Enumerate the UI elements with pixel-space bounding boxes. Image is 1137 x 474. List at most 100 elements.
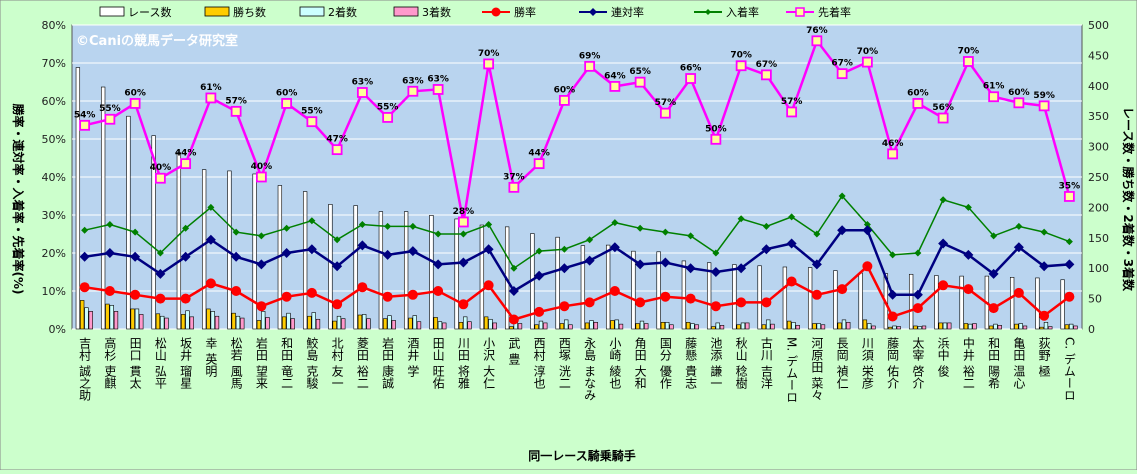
point-label: 47% [326, 135, 348, 145]
bar-1 [963, 323, 969, 330]
marker-rentai [811, 259, 822, 270]
bar-3 [265, 317, 270, 330]
marker-rentai [483, 244, 494, 255]
marker-win [837, 284, 848, 295]
marker-rentai [104, 248, 115, 258]
bar-1 [1014, 323, 1019, 330]
marker-nyuchaku [131, 228, 139, 236]
marker-win [887, 311, 898, 322]
legend-marker [491, 7, 501, 17]
left-tick-label: 0% [49, 323, 66, 336]
bar-0 [302, 191, 308, 330]
bar-3 [669, 324, 674, 330]
marker-nyuchaku [863, 221, 871, 228]
point-label: 55% [301, 107, 323, 117]
marker-nyuchaku [914, 249, 922, 257]
x-category-label: 西村 淳也 [532, 337, 546, 389]
marker-win [130, 289, 141, 300]
legend-marker [589, 8, 597, 16]
marker-win [483, 280, 494, 291]
bar-1 [736, 324, 741, 330]
marker-win [938, 280, 949, 291]
x-category-label: 北村 友一 [330, 337, 344, 389]
point-label: 35% [1059, 181, 1081, 191]
marker-nyuchaku [384, 222, 392, 230]
point-label: 46% [882, 139, 904, 149]
marker-rentai [433, 259, 444, 270]
left-tick-label: 70% [42, 57, 66, 70]
x-category-label: 松若 風馬 [229, 337, 243, 390]
bar-3 [795, 325, 800, 330]
marker-nyuchaku [106, 221, 114, 228]
point-label: 63% [427, 74, 449, 84]
marker-nyuchaku [257, 232, 265, 240]
bar-1 [862, 319, 868, 330]
marker-senchaku [811, 35, 823, 47]
marker-senchaku [659, 107, 671, 119]
marker-senchaku [79, 119, 91, 131]
bar-1 [610, 320, 615, 330]
point-label: 76% [806, 26, 828, 36]
bar-3 [947, 322, 952, 330]
left-tick-label: 20% [42, 247, 66, 260]
right-tick-label: 150 [1088, 232, 1109, 245]
bar-0 [908, 273, 914, 330]
marker-senchaku [1013, 97, 1025, 109]
marker-senchaku [281, 98, 293, 109]
marker-senchaku [205, 92, 217, 104]
marker-senchaku [230, 105, 242, 117]
legend-marker [795, 7, 805, 17]
bar-2 [261, 311, 266, 330]
bar-3 [467, 321, 472, 330]
bar-3 [442, 322, 447, 330]
bar-0 [1009, 277, 1015, 330]
point-label: 40% [251, 162, 273, 172]
marker-nyuchaku [560, 245, 568, 253]
marker-win [382, 291, 393, 302]
point-label: 57% [781, 97, 803, 107]
bar-0 [479, 224, 485, 330]
legend-label: 入着率 [726, 5, 759, 19]
legend-swatch [299, 6, 325, 17]
bar-2 [463, 316, 468, 330]
bar-0 [833, 270, 838, 330]
marker-win [407, 289, 418, 300]
marker-rentai [79, 251, 90, 262]
marker-nyuchaku [485, 221, 493, 228]
bar-3 [366, 318, 371, 330]
bar-1 [534, 324, 539, 330]
bar-2 [816, 323, 821, 330]
bar-1 [888, 326, 893, 330]
bar-0 [732, 264, 737, 330]
marker-nyuchaku [1040, 228, 1048, 236]
x-category-label: 角田 大和 [633, 337, 647, 389]
x-category-label: 長岡 禎仁 [835, 337, 849, 389]
marker-rentai [559, 263, 570, 274]
point-label: 60% [276, 88, 298, 98]
marker-win [332, 299, 343, 310]
marker-senchaku [836, 68, 848, 80]
marker-rentai [786, 238, 797, 249]
marker-senchaku [180, 158, 192, 170]
marker-rentai [1064, 259, 1075, 270]
marker-win [609, 286, 620, 296]
marker-win [710, 301, 721, 312]
bar-0 [353, 205, 358, 330]
marker-nyuchaku [358, 221, 366, 228]
point-label: 69% [579, 51, 601, 61]
marker-nyuchaku [283, 224, 291, 232]
marker-nyuchaku [737, 215, 745, 223]
legend-label: 2着数 [328, 5, 357, 19]
marker-nyuchaku [661, 228, 669, 236]
legend-label: 先着率 [818, 5, 851, 19]
left-tick-label: 40% [42, 171, 66, 184]
x-axis-categories: 吉村 誠之助 高杉 吏麒 田口 貫太 松山 弘平 坂井 瑠星幸 英明 松若 風馬 岩田 望来… [78, 336, 1077, 403]
bar-3 [416, 321, 422, 330]
marker-rentai [306, 244, 317, 255]
marker-rentai [938, 238, 949, 249]
bar-3 [139, 314, 144, 330]
x-category-label: M. デムーロ [785, 337, 799, 403]
marker-win [205, 278, 216, 289]
x-category-label: 岩田 望来 [254, 336, 268, 389]
bar-1 [181, 314, 186, 330]
